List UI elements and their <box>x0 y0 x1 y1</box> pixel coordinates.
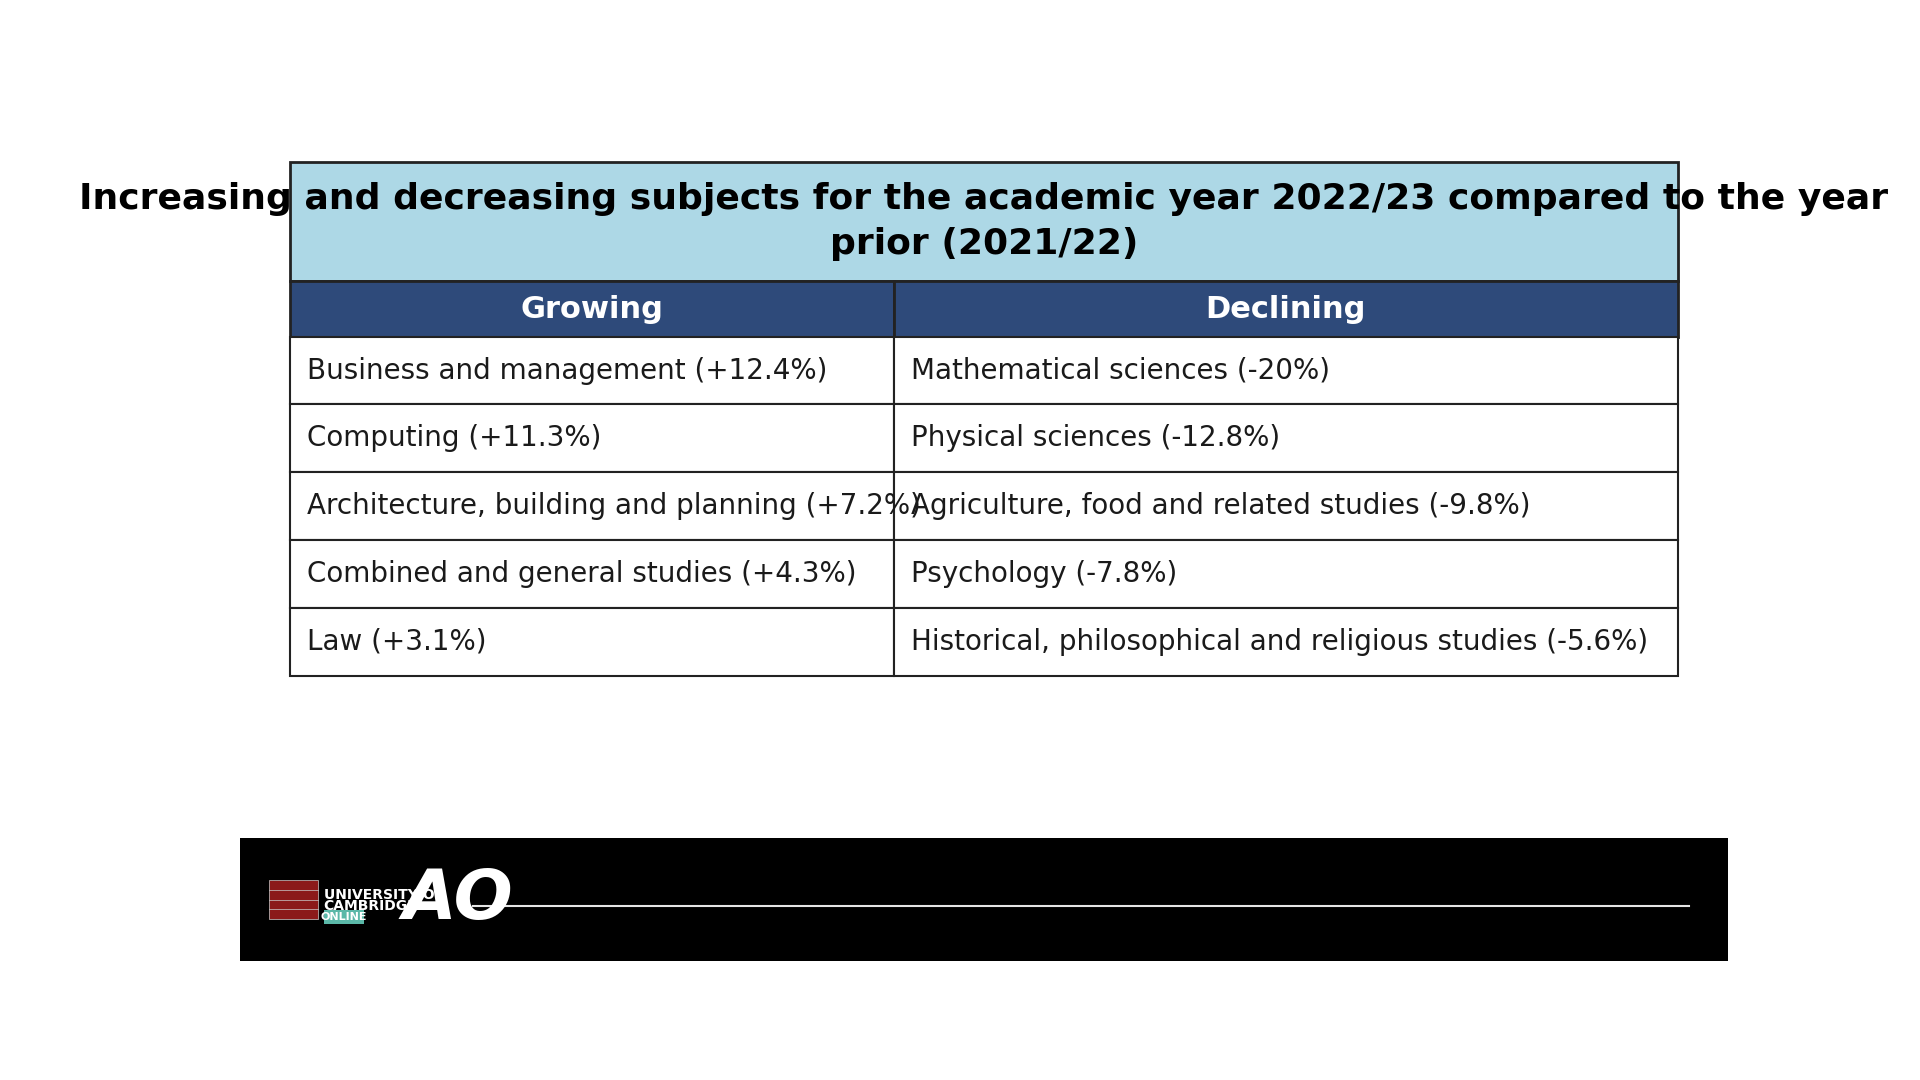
Text: Increasing and decreasing subjects for the academic year 2022/23 compared to the: Increasing and decreasing subjects for t… <box>79 183 1889 261</box>
Bar <box>324 910 365 924</box>
Text: CAMBRIDGE: CAMBRIDGE <box>324 899 417 913</box>
Text: Physical sciences (-12.8%): Physical sciences (-12.8%) <box>910 424 1281 453</box>
Text: Combined and general studies (+4.3%): Combined and general studies (+4.3%) <box>307 559 856 588</box>
Text: Declining: Declining <box>1206 295 1365 324</box>
Bar <box>240 130 1728 838</box>
Bar <box>895 405 1678 472</box>
Bar <box>290 281 895 337</box>
Text: UNIVERSITY OF: UNIVERSITY OF <box>324 888 444 902</box>
Text: Mathematical sciences (-20%): Mathematical sciences (-20%) <box>910 356 1331 384</box>
Bar <box>895 281 1678 337</box>
Bar <box>290 405 895 472</box>
Bar <box>895 472 1678 540</box>
Text: Architecture, building and planning (+7.2%): Architecture, building and planning (+7.… <box>307 492 922 521</box>
Bar <box>895 608 1678 675</box>
Bar <box>895 337 1678 405</box>
Text: AO: AO <box>403 866 513 933</box>
FancyBboxPatch shape <box>269 880 317 919</box>
Bar <box>240 838 1728 961</box>
Text: Law (+3.1%): Law (+3.1%) <box>307 627 488 656</box>
Text: Growing: Growing <box>520 295 664 324</box>
Text: Computing (+11.3%): Computing (+11.3%) <box>307 424 601 453</box>
Text: Psychology (-7.8%): Psychology (-7.8%) <box>910 559 1177 588</box>
Bar <box>290 540 895 608</box>
Bar <box>290 608 895 675</box>
Text: Business and management (+12.4%): Business and management (+12.4%) <box>307 356 828 384</box>
Bar <box>290 337 895 405</box>
Bar <box>895 540 1678 608</box>
Bar <box>290 472 895 540</box>
Text: ONLINE: ONLINE <box>321 913 367 922</box>
Text: Historical, philosophical and religious studies (-5.6%): Historical, philosophical and religious … <box>910 627 1647 656</box>
Bar <box>290 162 1678 281</box>
Text: Agriculture, food and related studies (-9.8%): Agriculture, food and related studies (-… <box>910 492 1530 521</box>
